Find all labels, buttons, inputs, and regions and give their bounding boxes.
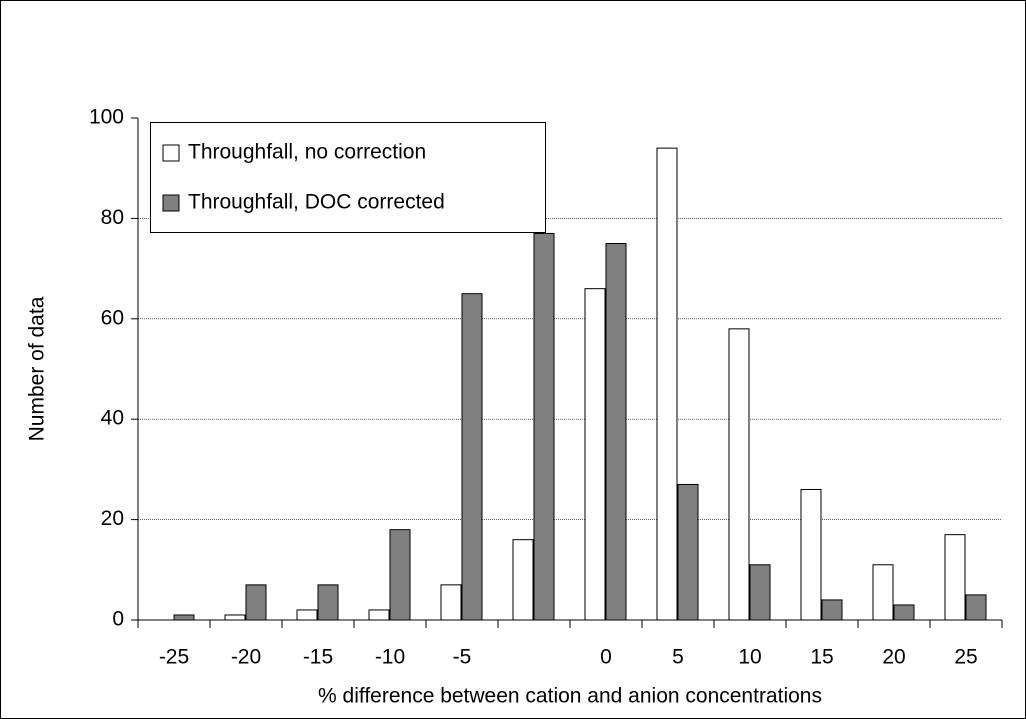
bar — [728, 328, 750, 621]
bar — [173, 614, 195, 621]
bar — [872, 564, 894, 621]
bar — [965, 594, 987, 621]
bar — [512, 539, 534, 621]
bar — [224, 614, 246, 621]
bar — [533, 232, 555, 621]
bar — [821, 599, 843, 621]
bar — [800, 488, 822, 621]
bar — [461, 293, 483, 621]
y-tick-label: 80 — [101, 206, 124, 229]
bar — [389, 529, 411, 621]
y-tick-label: 100 — [89, 106, 124, 129]
legend-label: Throughfall, DOC corrected — [188, 191, 445, 214]
bar — [440, 584, 462, 621]
bar — [368, 609, 390, 621]
x-axis-title: % difference between cation and anion co… — [318, 685, 822, 708]
legend-label: Throughfall, no correction — [188, 141, 426, 164]
x-tick-label: 5 — [672, 646, 684, 669]
x-tick-label: -25 — [159, 646, 189, 669]
y-tick-label: 40 — [101, 407, 124, 430]
bar — [296, 609, 318, 621]
y-tick-label: 20 — [101, 507, 124, 530]
bar — [605, 243, 627, 621]
x-tick-label: 20 — [882, 646, 905, 669]
bar — [317, 584, 339, 621]
x-tick-label: 0 — [600, 646, 612, 669]
bar — [656, 147, 678, 621]
x-tick-label: 10 — [738, 646, 761, 669]
bar — [677, 483, 699, 621]
legend-swatch — [162, 194, 180, 212]
y-tick-label: 0 — [112, 608, 124, 631]
x-tick-label: -15 — [303, 646, 333, 669]
legend-box — [150, 122, 546, 233]
bar — [893, 604, 915, 621]
x-tick-label: -5 — [453, 646, 472, 669]
y-axis-title: Number of data — [26, 296, 49, 441]
x-tick-label: 15 — [810, 646, 833, 669]
y-tick-label: 60 — [101, 306, 124, 329]
bar — [584, 288, 606, 621]
x-tick-label: 25 — [954, 646, 977, 669]
x-tick-label: -10 — [375, 646, 405, 669]
bar — [944, 534, 966, 621]
x-tick-label: -20 — [231, 646, 261, 669]
legend-swatch — [162, 144, 180, 162]
bar — [749, 564, 771, 621]
bar — [245, 584, 267, 621]
